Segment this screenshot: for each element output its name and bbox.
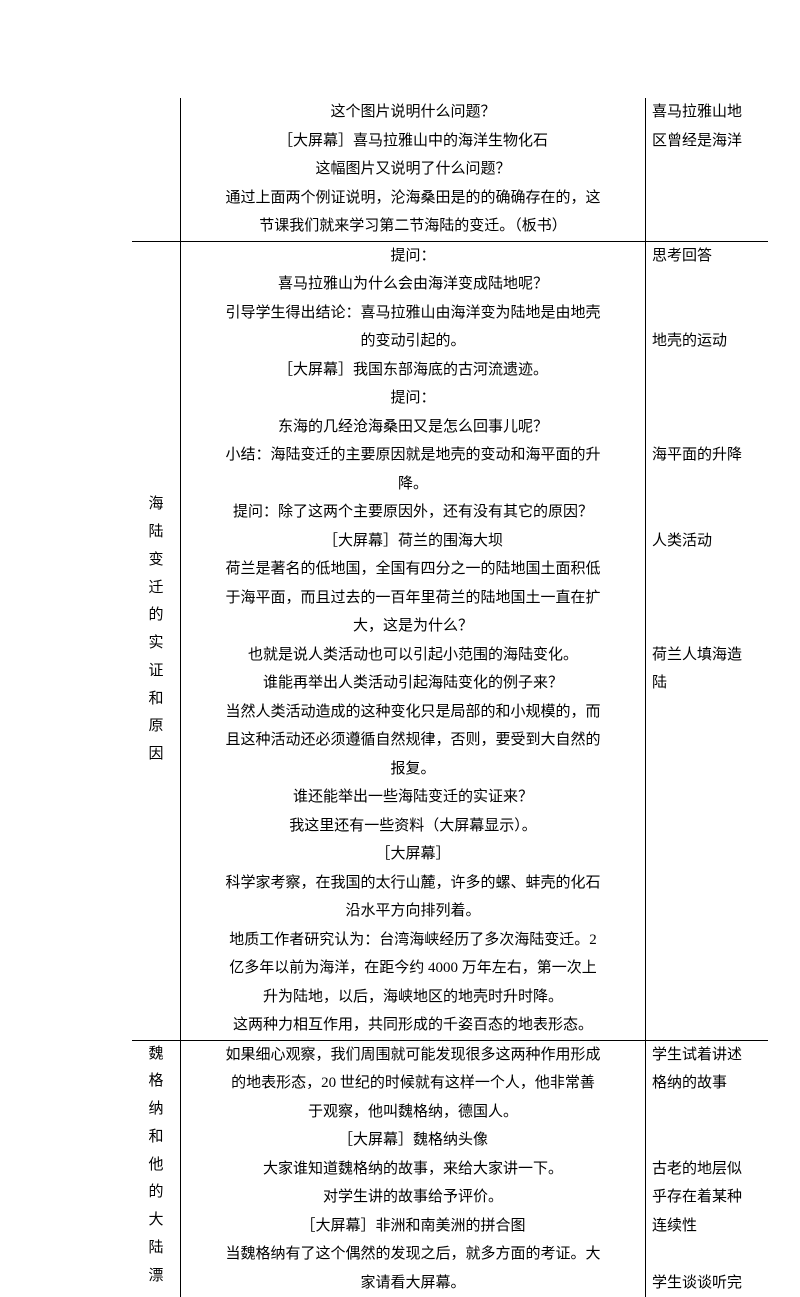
content-line: 这两种力相互作用，共同形成的千姿百态的地表形态。 <box>187 1011 639 1040</box>
note-line: 学生试着讲述 <box>652 1041 762 1070</box>
content-line: 如果细心观察，我们周围就可能发现很多这两种作用形成 <box>187 1041 639 1070</box>
row-label-cell: 魏格纳和他的大陆漂 <box>132 1040 181 1297</box>
content-line: 提问：除了这两个主要原因外，还有没有其它的原因？ <box>187 498 639 527</box>
label-char: 陆 <box>138 519 174 547</box>
content-line: 的变动引起的。 <box>187 327 639 356</box>
content-line: 这个图片说明什么问题？ <box>187 98 639 127</box>
label-char: 他 <box>138 1152 174 1180</box>
note-cell: 学生试着讲述格纳的故事 古老的地层似乎存在着某种连续性 学生谈谈听完 <box>646 1040 769 1297</box>
vertical-label: 魏格纳和他的大陆漂 <box>138 1041 174 1291</box>
note-line: 学生谈谈听完 <box>652 1269 762 1297</box>
table-row: 海陆变迁的实证和原因 提问：喜马拉雅山为什么会由海洋变成陆地呢？引导学生得出结论… <box>132 241 768 1040</box>
note-line: 喜马拉雅山地 <box>652 98 762 127</box>
row-label-cell: 海陆变迁的实证和原因 <box>132 241 181 1040</box>
content-line: 科学家考察，在我国的太行山麓，许多的螺、蚌壳的化石 <box>187 869 639 898</box>
content-line: 提问： <box>187 242 639 271</box>
label-char: 实 <box>138 630 174 658</box>
label-char: 海 <box>138 491 174 519</box>
content-line: 谁能再举出人类活动引起海陆变化的例子来？ <box>187 669 639 698</box>
content-line: 家请看大屏幕。 <box>187 1269 639 1297</box>
content-line: 提问： <box>187 384 639 413</box>
main-content-cell: 提问：喜马拉雅山为什么会由海洋变成陆地呢？引导学生得出结论：喜马拉雅山由海洋变为… <box>181 241 646 1040</box>
content-line: 对学生讲的故事给予评价。 <box>187 1183 639 1212</box>
note-line: 格纳的故事 <box>652 1069 762 1098</box>
label-char: 和 <box>138 686 174 714</box>
main-content-cell: 这个图片说明什么问题？ ［大屏幕］喜马拉雅山中的海洋生物化石 这幅图片又说明了什… <box>181 98 646 241</box>
content-line: ［大屏幕］魏格纳头像 <box>187 1126 639 1155</box>
content-line: 喜马拉雅山为什么会由海洋变成陆地呢？ <box>187 270 639 299</box>
note-line: 地壳的运动 <box>652 327 762 356</box>
row-label-cell <box>132 98 181 241</box>
label-char: 的 <box>138 1179 174 1207</box>
main-content-cell: 如果细心观察，我们周围就可能发现很多这两种作用形成的地表形态，20 世纪的时候就… <box>181 1040 646 1297</box>
content-line: 这幅图片又说明了什么问题？ <box>187 155 639 184</box>
note-cell: 喜马拉雅山地 区曾经是海洋 <box>646 98 769 241</box>
content-line: 的地表形态，20 世纪的时候就有这样一个人，他非常善 <box>187 1069 639 1098</box>
content-table: 这个图片说明什么问题？ ［大屏幕］喜马拉雅山中的海洋生物化石 这幅图片又说明了什… <box>132 98 768 1297</box>
content-line: 亿多年以前为海洋，在距今约 4000 万年左右，第一次上 <box>187 954 639 983</box>
label-char: 漂 <box>138 1263 174 1291</box>
label-char: 陆 <box>138 1235 174 1263</box>
content-line: 也就是说人类活动也可以引起小范围的海陆变化。 <box>187 641 639 670</box>
content-line: ［大屏幕］我国东部海底的古河流遗迹。 <box>187 356 639 385</box>
label-char: 证 <box>138 658 174 686</box>
note-line: 人类活动 <box>652 527 762 556</box>
content-line: ［大屏幕］ <box>187 840 639 869</box>
content-line: 且这种活动还必须遵循自然规律，否则，要受到大自然的 <box>187 726 639 755</box>
vertical-label: 海陆变迁的实证和原因 <box>138 242 174 769</box>
content-line: 大，这是为什么？ <box>187 612 639 641</box>
content-line: 小结：海陆变迁的主要原因就是地壳的变动和海平面的升 <box>187 441 639 470</box>
content-line: 大家谁知道魏格纳的故事，来给大家讲一下。 <box>187 1155 639 1184</box>
table-row: 魏格纳和他的大陆漂 如果细心观察，我们周围就可能发现很多这两种作用形成的地表形态… <box>132 1040 768 1297</box>
content-line: 当然人类活动造成的这种变化只是局部的和小规模的，而 <box>187 698 639 727</box>
note-line: 荷兰人填海造 <box>652 641 762 670</box>
label-char: 迁 <box>138 575 174 603</box>
content-line: 通过上面两个例证说明，沦海桑田是的的确确存在的，这 <box>187 184 639 213</box>
content-line: 地质工作者研究认为：台湾海峡经历了多次海陆变迁。2 <box>187 926 639 955</box>
label-char: 大 <box>138 1207 174 1235</box>
note-line: 乎存在着某种 <box>652 1183 762 1212</box>
content-line: 荷兰是著名的低地国，全国有四分之一的陆地国土面积低 <box>187 555 639 584</box>
content-line: 于观察，他叫魏格纳，德国人。 <box>187 1098 639 1127</box>
table-row: 这个图片说明什么问题？ ［大屏幕］喜马拉雅山中的海洋生物化石 这幅图片又说明了什… <box>132 98 768 241</box>
content-line: 我这里还有一些资料（大屏幕显示）。 <box>187 812 639 841</box>
content-line: 当魏格纳有了这个偶然的发现之后，就多方面的考证。大 <box>187 1240 639 1269</box>
content-line: 降。 <box>187 470 639 499</box>
label-char: 原 <box>138 713 174 741</box>
content-line: ［大屏幕］荷兰的围海大坝 <box>187 527 639 556</box>
content-line: 沿水平方向排列着。 <box>187 897 639 926</box>
label-char: 和 <box>138 1124 174 1152</box>
content-line: ［大屏幕］喜马拉雅山中的海洋生物化石 <box>187 127 639 156</box>
note-line: 古老的地层似 <box>652 1155 762 1184</box>
label-char: 变 <box>138 547 174 575</box>
label-char: 的 <box>138 602 174 630</box>
content-line: 谁还能举出一些海陆变迁的实证来？ <box>187 783 639 812</box>
label-char: 格 <box>138 1068 174 1096</box>
content-line: 升为陆地，以后，海峡地区的地壳时升时降。 <box>187 983 639 1012</box>
content-line: 引导学生得出结论：喜马拉雅山由海洋变为陆地是由地壳 <box>187 299 639 328</box>
content-line: ［大屏幕］非洲和南美洲的拼合图 <box>187 1212 639 1241</box>
label-char: 因 <box>138 741 174 769</box>
note-line: 思考回答 <box>652 242 762 271</box>
note-line: 区曾经是海洋 <box>652 127 762 156</box>
content-line: 于海平面，而且过去的一百年里荷兰的陆地国土一直在扩 <box>187 584 639 613</box>
document-page: 这个图片说明什么问题？ ［大屏幕］喜马拉雅山中的海洋生物化石 这幅图片又说明了什… <box>0 0 800 1132</box>
label-char: 魏 <box>138 1041 174 1069</box>
note-line: 连续性 <box>652 1212 762 1241</box>
content-line: 东海的几经沧海桑田又是怎么回事儿呢？ <box>187 413 639 442</box>
note-cell: 思考回答 地壳的运动 海平面的升降 人类活动 荷兰人填海造陆 <box>646 241 769 1040</box>
note-line: 海平面的升降 <box>652 441 762 470</box>
label-char: 纳 <box>138 1096 174 1124</box>
content-line: 节课我们就来学习第二节海陆的变迁。（板书） <box>187 212 639 241</box>
note-line: 陆 <box>652 669 762 698</box>
content-line: 报复。 <box>187 755 639 784</box>
